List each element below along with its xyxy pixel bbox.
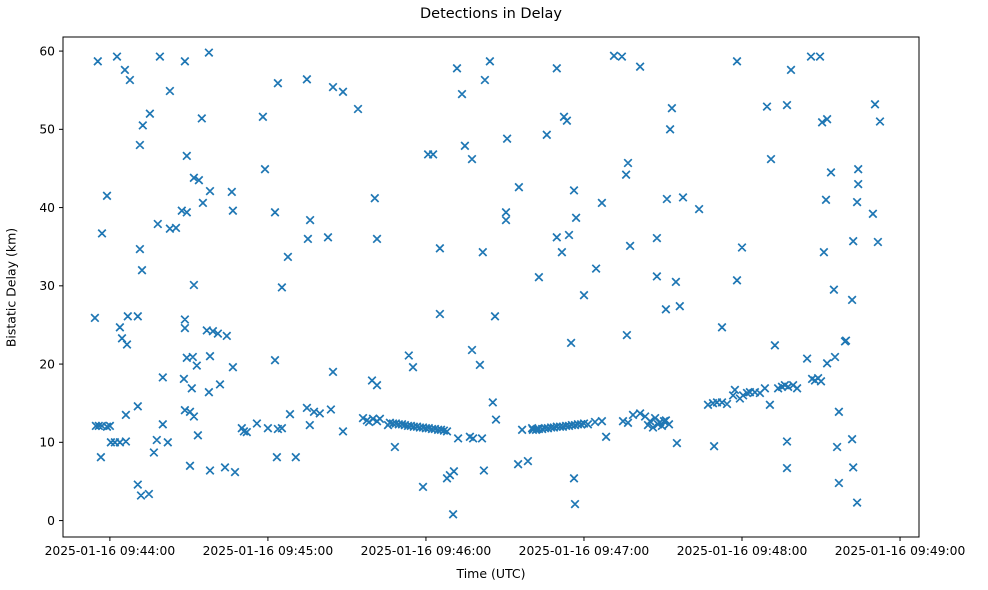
y-tick-label: 60 bbox=[39, 44, 55, 58]
x-tick-label: 2025-01-16 09:48:00 bbox=[677, 544, 808, 558]
y-axis-label: Bistatic Delay (km) bbox=[3, 227, 19, 348]
plot-frame bbox=[62, 36, 920, 538]
y-tick-label: 10 bbox=[39, 436, 55, 450]
scatter-points bbox=[90, 48, 885, 519]
x-tick-label: 2025-01-16 09:44:00 bbox=[45, 544, 176, 558]
y-tick-label: 20 bbox=[39, 357, 55, 371]
y-tick-label: 30 bbox=[39, 279, 55, 293]
y-tick-label: 0 bbox=[47, 514, 55, 528]
y-tick-label: 40 bbox=[39, 201, 55, 215]
chart-title: Detections in Delay bbox=[419, 6, 562, 22]
y-tick-label: 50 bbox=[39, 123, 55, 137]
x-tick-label: 2025-01-16 09:45:00 bbox=[203, 544, 334, 558]
x-axis-label: Time (UTC) bbox=[456, 566, 526, 581]
x-tick-label: 2025-01-16 09:47:00 bbox=[519, 544, 650, 558]
x-tick-label: 2025-01-16 09:46:00 bbox=[361, 544, 492, 558]
x-tick-label: 2025-01-16 09:49:00 bbox=[835, 544, 966, 558]
